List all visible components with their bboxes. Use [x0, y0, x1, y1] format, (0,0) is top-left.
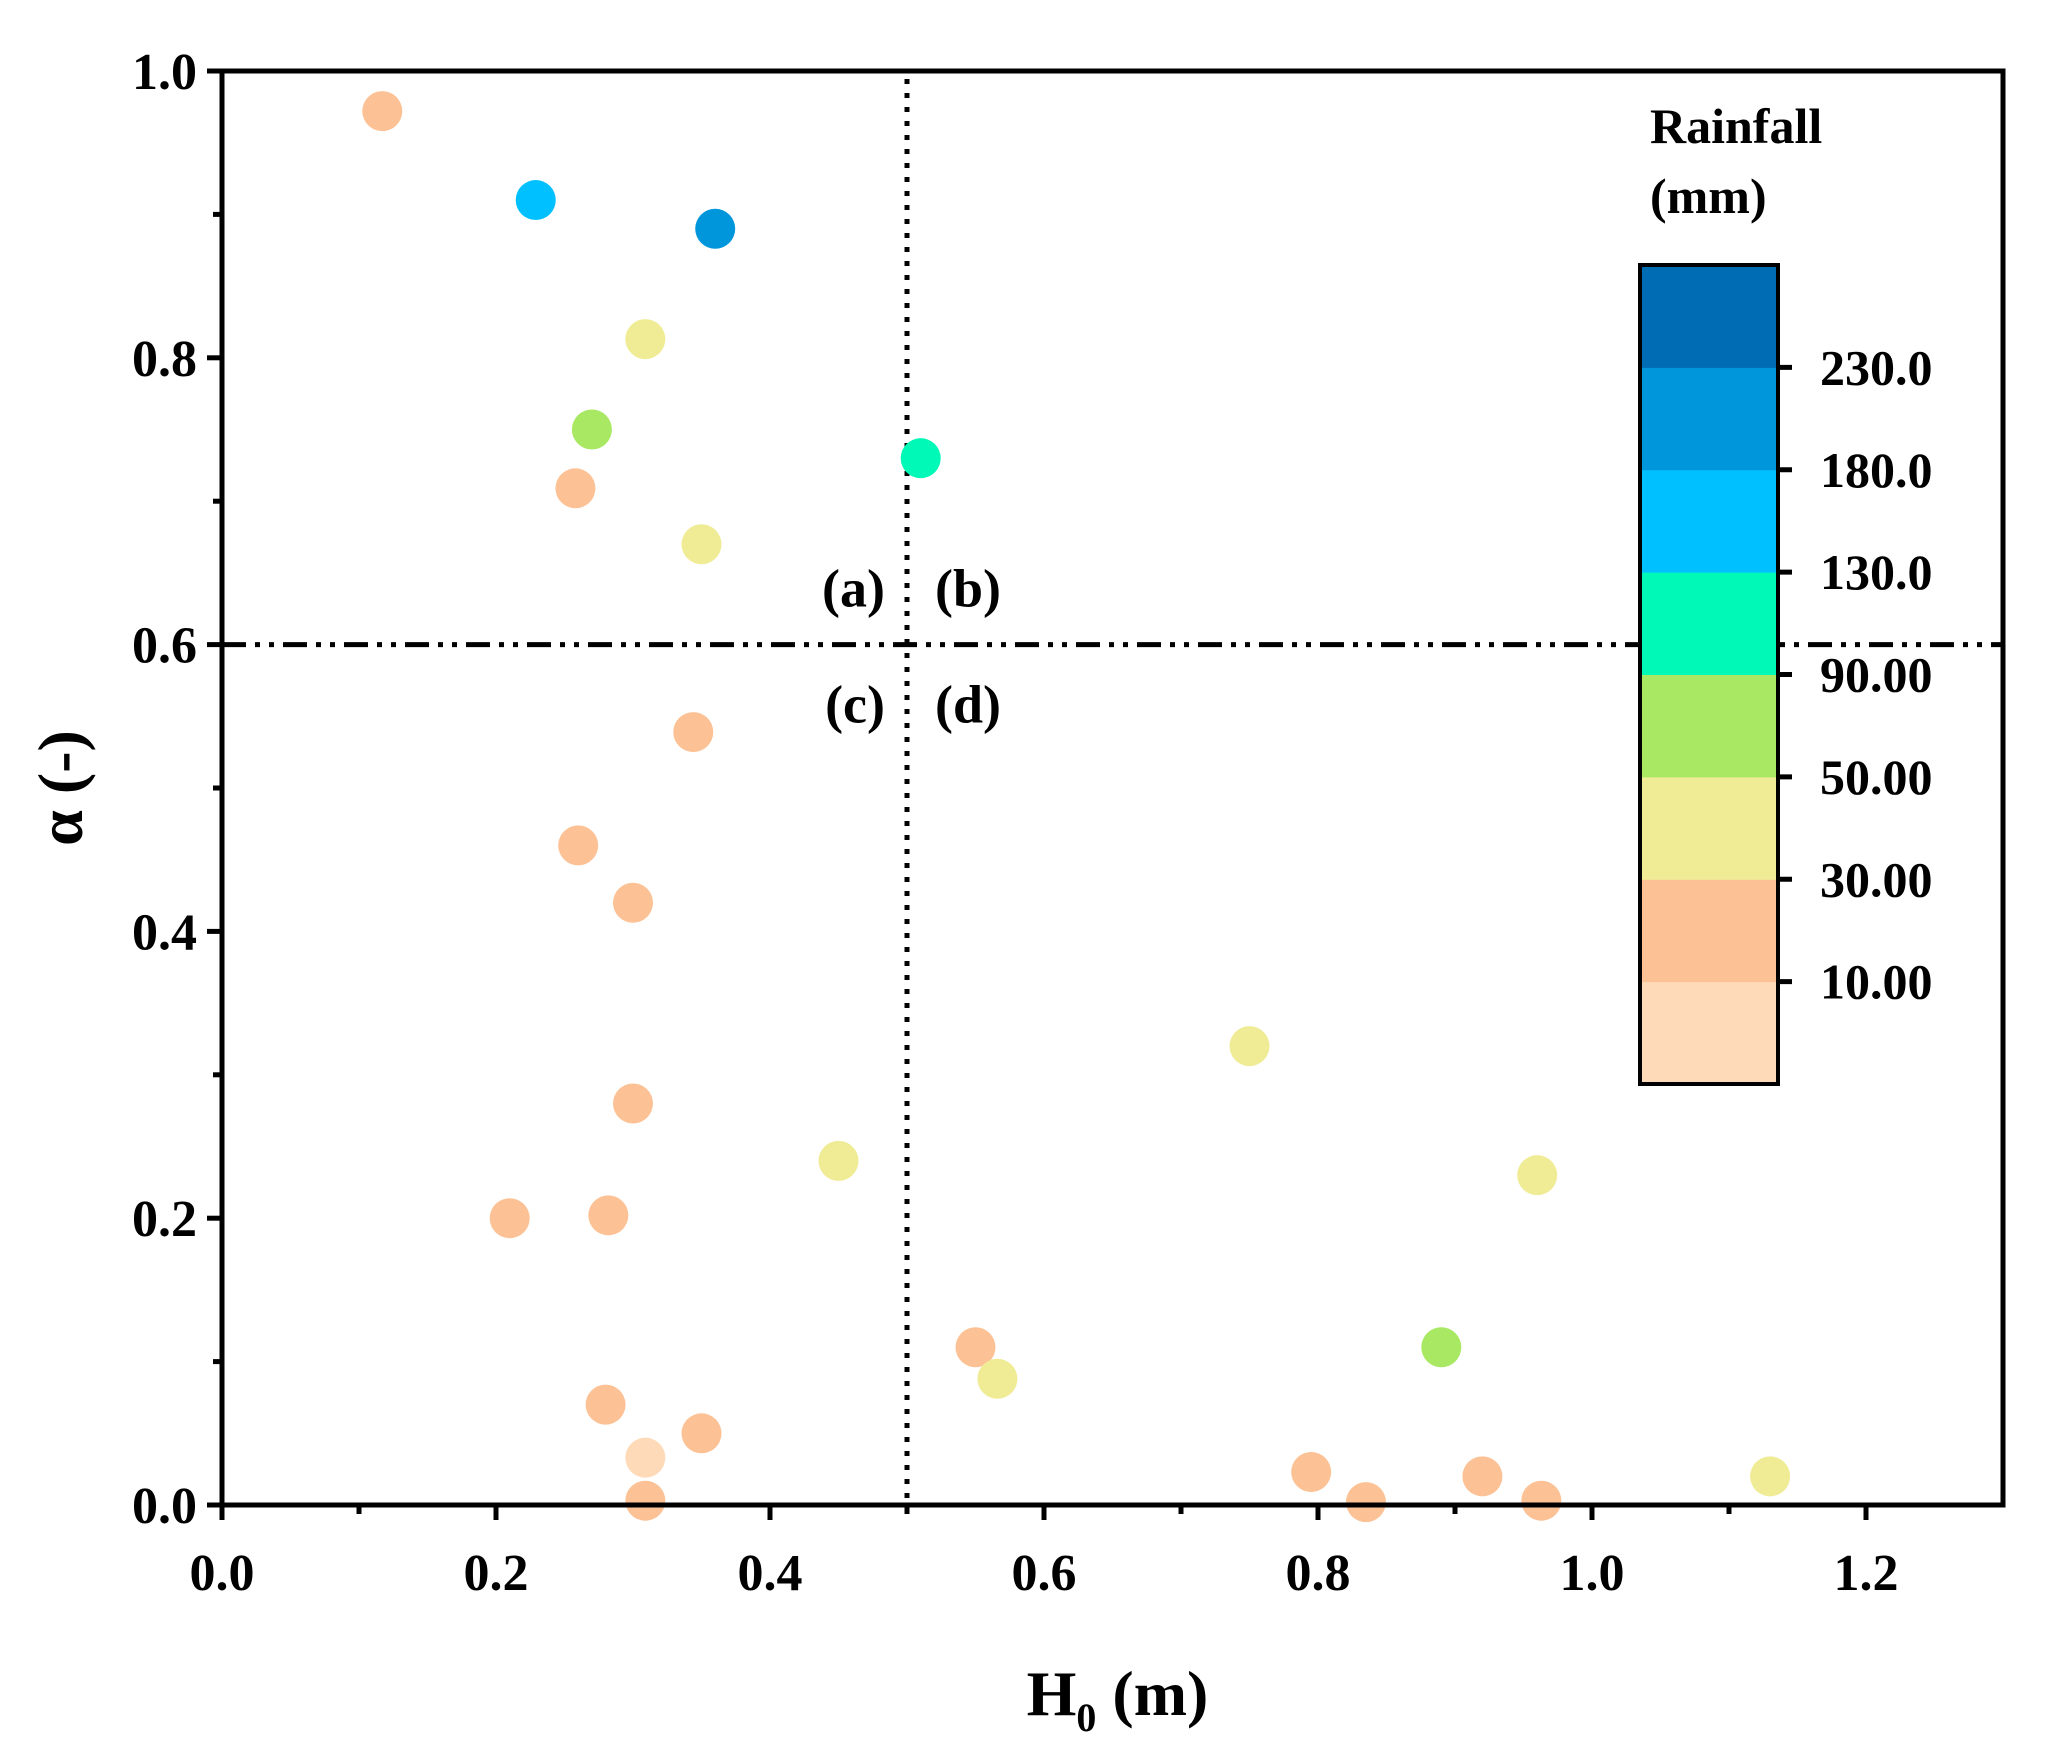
x-tick-label: 0.2	[464, 1545, 529, 1602]
axis-ticks: 0.0 0.2 0.4 0.6 0.8 1.0 1.2 0.0 0.2 0.4 0.6 0.8 1.0	[132, 44, 1899, 1602]
data-point	[900, 438, 941, 479]
data-point	[818, 1140, 859, 1181]
x-axis-title-main: H	[1027, 1658, 1077, 1729]
colorbar-tick-label: 230.0	[1820, 339, 1933, 395]
y-tick-label: 0.8	[132, 331, 197, 388]
colorbar-bin	[1640, 572, 1778, 675]
colorbar-bin	[1640, 674, 1778, 778]
quadrant-label-a: (a)	[822, 559, 885, 619]
data-point	[625, 1437, 666, 1478]
colorbar-tick-label: 90.00	[1820, 647, 1933, 703]
x-axis-title: H0 (m)	[1027, 1658, 1209, 1740]
data-point	[1421, 1327, 1462, 1368]
x-tick-label: 0.8	[1286, 1545, 1351, 1602]
data-point	[489, 1198, 530, 1239]
colorbar-bin	[1640, 469, 1778, 573]
data-point	[1462, 1456, 1503, 1497]
data-point	[695, 208, 736, 249]
colorbar-tick-label: 10.00	[1820, 954, 1933, 1010]
colorbar-tick-label: 30.00	[1820, 851, 1933, 907]
data-point	[588, 1195, 629, 1236]
y-tick-label: 0.6	[132, 618, 197, 675]
data-point	[1750, 1456, 1791, 1497]
data-point	[977, 1358, 1018, 1399]
y-tick-label: 0.4	[132, 904, 197, 961]
data-point	[1345, 1482, 1386, 1523]
y-axis-title: α (-)	[25, 730, 96, 846]
quadrant-label-d: (d)	[935, 675, 1001, 735]
data-point	[613, 882, 653, 923]
data-point	[1521, 1480, 1562, 1521]
data-point	[673, 712, 714, 753]
plot-frame	[219, 68, 2006, 1508]
colorbar-tick-label: 180.0	[1820, 442, 1933, 498]
data-point	[515, 180, 556, 221]
data-point	[681, 1413, 722, 1454]
data-point	[558, 825, 599, 866]
data-point	[1517, 1155, 1558, 1196]
data-point	[625, 319, 666, 360]
y-tick-label: 0.0	[132, 1478, 197, 1535]
colorbar-bin	[1640, 265, 1778, 368]
x-tick-label: 0.6	[1012, 1545, 1077, 1602]
colorbar-bin	[1640, 776, 1778, 880]
colorbar-bin	[1640, 367, 1778, 471]
x-axis-title-subscript: 0	[1076, 1695, 1096, 1740]
colorbar-tick-label: 130.0	[1820, 544, 1933, 600]
data-point	[1229, 1026, 1270, 1067]
data-point	[681, 524, 722, 565]
colorbar-tick-label: 50.00	[1820, 749, 1933, 805]
x-axis-title-unit: (m)	[1096, 1658, 1208, 1729]
colorbar-bin	[1640, 981, 1778, 1085]
data-point	[555, 468, 596, 509]
data-point	[571, 409, 612, 450]
data-point	[585, 1384, 626, 1425]
x-tick-label: 1.2	[1834, 1545, 1899, 1602]
y-tick-label: 1.0	[132, 44, 197, 101]
colorbar-bin	[1640, 879, 1778, 983]
data-point	[362, 91, 403, 132]
colorbar: 10.00 30.00 50.00 90.00 130.0 180.0 230.0	[1638, 263, 1933, 1086]
data-point	[613, 1083, 653, 1124]
data-points	[362, 91, 1791, 1523]
quadrant-label-b: (b)	[935, 559, 1001, 619]
x-tick-label: 1.0	[1560, 1545, 1625, 1602]
quadrant-label-c: (c)	[825, 675, 885, 735]
x-tick-label: 0.0	[190, 1545, 255, 1602]
data-point	[1291, 1452, 1332, 1493]
data-point	[625, 1480, 666, 1521]
x-tick-label: 0.4	[738, 1545, 803, 1602]
data-point	[955, 1327, 996, 1368]
colorbar-title-line1: Rainfall	[1650, 98, 1822, 154]
colorbar-title-line2: (mm)	[1650, 168, 1767, 224]
y-tick-label: 0.2	[132, 1191, 197, 1248]
